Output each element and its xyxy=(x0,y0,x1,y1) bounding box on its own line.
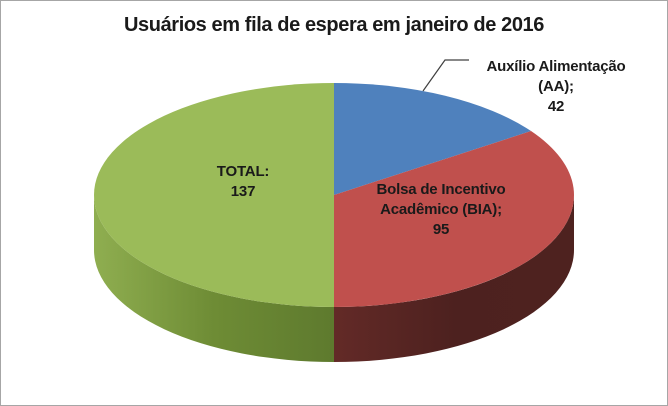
label-aa-line2: (AA); xyxy=(538,78,574,95)
label-total-line2: 137 xyxy=(230,183,256,200)
pie-slice-0 xyxy=(334,83,532,195)
pie-slice-1 xyxy=(334,131,574,307)
pie-slice-2 xyxy=(94,83,334,307)
label-aa-line1: Auxílio Alimentação xyxy=(486,58,626,75)
pie-top-faces xyxy=(94,83,574,307)
pie-3d-sides xyxy=(94,195,574,362)
pie-side-1 xyxy=(334,195,574,362)
label-aa-line3: 42 xyxy=(547,98,565,115)
label-leader-line xyxy=(422,59,469,92)
label-bia: Bolsa de Incentivo Acadêmico (BIA); 95 xyxy=(341,180,541,240)
label-bia-line2: Acadêmico (BIA); xyxy=(380,201,502,218)
pie-side-2 xyxy=(94,195,334,362)
label-aa: Auxílio Alimentação (AA); 42 xyxy=(456,57,656,117)
label-total: TOTAL: 137 xyxy=(163,162,323,202)
chart-title: Usuários em fila de espera em janeiro de… xyxy=(124,14,544,36)
label-bia-line1: Bolsa de Incentivo xyxy=(376,181,506,198)
label-bia-line3: 95 xyxy=(432,221,450,238)
label-total-line1: TOTAL: xyxy=(216,163,270,180)
